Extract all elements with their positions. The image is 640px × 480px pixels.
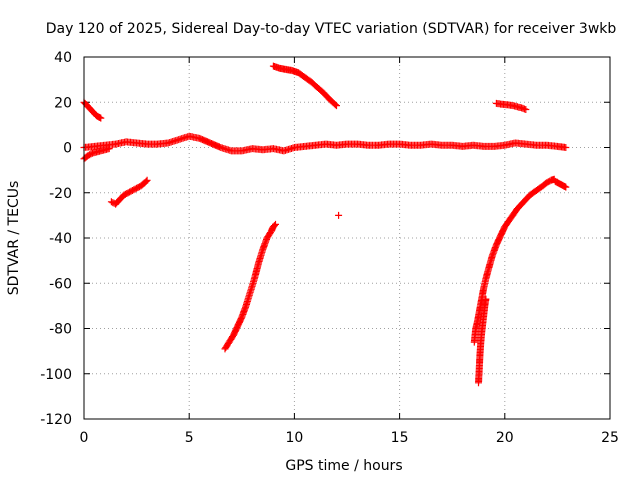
tick-labels: 0 5 10 15 20 25 -120 -100 -80 -60 -40 -20 0 20 40: [40, 50, 619, 446]
data-point-run: [133, 183, 143, 192]
data-point-run: [501, 215, 514, 231]
data-point-run: [513, 199, 527, 213]
data-point-run: [116, 192, 127, 203]
x-tick-label: 15: [391, 430, 409, 446]
data-point-run: [513, 103, 524, 111]
data-point-run: [97, 146, 108, 155]
data-point-run: [551, 177, 560, 186]
data-point-run: [225, 333, 236, 346]
data-point-run: [520, 192, 533, 206]
data-point-run: [141, 176, 151, 187]
data-point-run: [246, 276, 258, 296]
x-tick-label: 0: [80, 430, 89, 446]
y-axis-label: SDTVAR / TECUs: [6, 181, 22, 296]
data-point-run: [88, 107, 97, 116]
y-tick-label: 0: [63, 141, 72, 157]
chart-title: Day 120 of 2025, Sidereal Day-to-day VTE…: [46, 21, 617, 37]
data-point-run: [84, 103, 93, 112]
data-point-run: [88, 148, 99, 157]
data-point-run: [269, 220, 279, 231]
data-point-run: [314, 84, 327, 96]
data-point-run: [95, 113, 105, 122]
data-point-run: [82, 101, 91, 110]
data-points: [80, 62, 570, 387]
data-point-run: [307, 78, 320, 91]
data-point-run: [553, 142, 570, 151]
data-point-run: [242, 290, 254, 310]
data-point-run: [526, 187, 539, 199]
data-point-run: [107, 198, 118, 207]
data-point-run: [301, 73, 314, 85]
data-point-run: [553, 179, 562, 187]
y-tick-label: 40: [54, 50, 72, 66]
x-tick-label: 20: [496, 430, 514, 446]
data-point-run: [560, 182, 570, 191]
data-point-run: [128, 185, 139, 194]
data-point-run: [112, 197, 123, 208]
data-point-run: [120, 190, 131, 199]
data-point-run: [84, 150, 95, 159]
y-tick-label: -80: [49, 322, 72, 338]
data-point-run: [86, 105, 95, 114]
data-point-run: [124, 187, 135, 197]
data-point-run: [539, 179, 550, 190]
axis-ticks: [83, 56, 611, 420]
data-point-run: [295, 69, 308, 80]
y-tick-label: -20: [49, 186, 72, 202]
data-point-run: [91, 110, 100, 119]
data-point-run: [326, 96, 340, 110]
data-point-run: [93, 112, 102, 120]
data-point-run: [263, 229, 274, 242]
data-point-run: [507, 206, 520, 222]
data-point-run: [470, 326, 480, 346]
data-point-run: [137, 179, 148, 190]
y-tick-label: -60: [49, 276, 72, 292]
plot-frame: [83, 56, 611, 420]
y-tick-label: -120: [40, 412, 72, 428]
data-point-run: [481, 295, 490, 310]
data-point: [335, 211, 343, 219]
data-point-run: [556, 180, 565, 188]
data-point-run: [101, 145, 113, 154]
data-point-run: [250, 260, 262, 283]
x-tick-label: 10: [285, 430, 303, 446]
y-tick-label: 20: [54, 95, 72, 111]
x-axis-label: GPS time / hours: [285, 458, 402, 474]
data-point-run: [532, 183, 545, 194]
grid: [84, 57, 610, 419]
x-tick-label: 5: [185, 430, 194, 446]
data-point-run: [558, 181, 567, 189]
data-point-run: [255, 247, 266, 267]
data-point-run: [221, 339, 232, 353]
data-point-run: [547, 175, 558, 184]
data-point-run: [509, 102, 520, 110]
y-tick-label: -40: [49, 231, 72, 247]
data-point-run: [320, 89, 333, 103]
x-tick-label: 25: [601, 430, 619, 446]
data-point-run: [93, 147, 103, 156]
data-point-run: [543, 177, 554, 187]
y-tick-label: -100: [40, 367, 72, 383]
data-point-run: [518, 104, 530, 113]
